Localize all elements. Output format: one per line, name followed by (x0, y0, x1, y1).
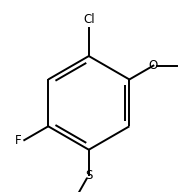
Text: F: F (15, 134, 22, 147)
Text: Cl: Cl (83, 13, 95, 26)
Text: O: O (149, 59, 158, 72)
Text: S: S (85, 169, 93, 182)
